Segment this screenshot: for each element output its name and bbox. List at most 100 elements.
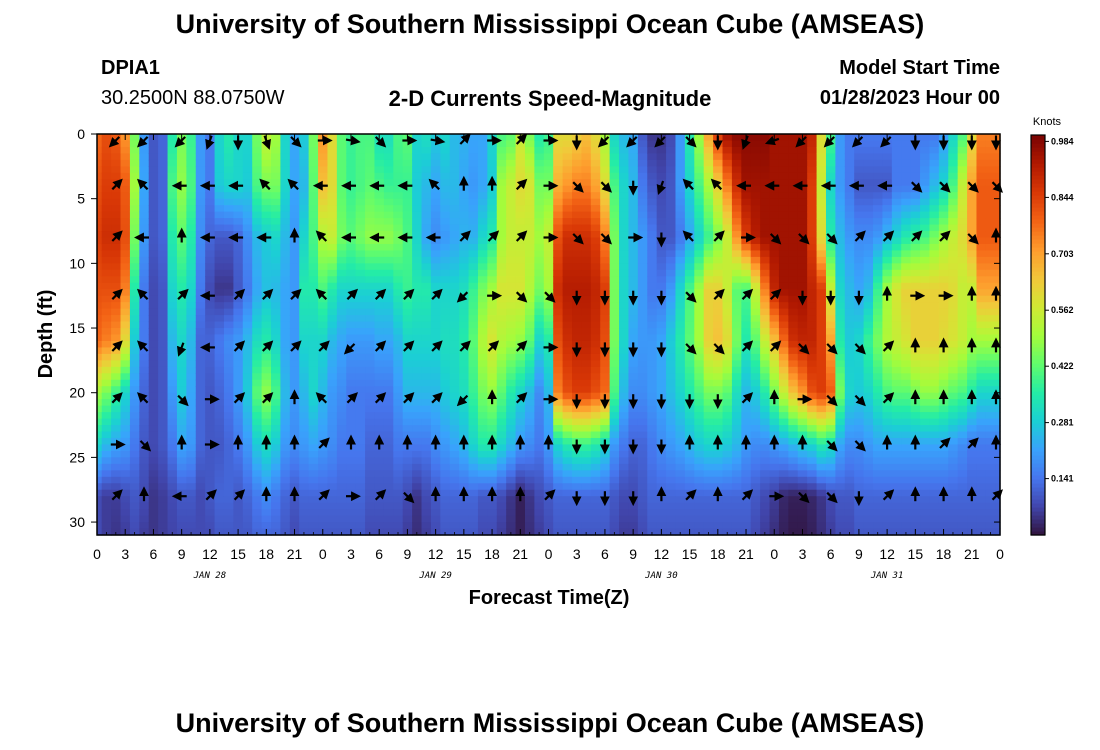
heatmap-cell xyxy=(844,276,855,284)
heatmap-cell xyxy=(261,412,272,420)
heatmap-cell xyxy=(374,470,385,478)
heatmap-cell xyxy=(637,425,648,433)
heatmap-cell xyxy=(430,224,441,232)
heatmap-cell xyxy=(242,366,253,374)
heatmap-cell xyxy=(233,386,244,394)
heatmap-cell xyxy=(797,366,808,374)
heatmap-cell xyxy=(675,146,686,155)
heatmap-cell xyxy=(468,198,479,206)
heatmap-cell xyxy=(524,134,535,142)
heatmap-cell xyxy=(214,250,225,258)
heatmap-cell xyxy=(609,237,620,245)
heatmap-cell xyxy=(647,315,658,323)
heatmap-cell xyxy=(506,522,517,530)
heatmap-cell xyxy=(440,211,451,219)
heatmap-cell xyxy=(289,425,300,433)
heatmap-cell xyxy=(553,153,564,161)
heatmap-cell xyxy=(637,289,648,297)
heatmap-cell xyxy=(741,412,752,420)
heatmap-cell xyxy=(214,399,225,407)
heatmap-cell xyxy=(97,205,103,213)
heatmap-cell xyxy=(167,366,178,374)
heatmap-cell xyxy=(195,166,206,174)
heatmap-cell xyxy=(402,431,413,439)
heatmap-cell xyxy=(374,166,385,174)
heatmap-cell xyxy=(694,185,705,193)
heatmap-cell xyxy=(703,360,714,368)
heatmap-cell xyxy=(402,269,413,277)
heatmap-cell xyxy=(233,405,244,413)
heatmap-cell xyxy=(496,179,507,187)
heatmap-cell xyxy=(609,437,620,446)
heatmap-cell xyxy=(590,250,601,258)
heatmap-cell xyxy=(430,198,441,206)
heatmap-cell xyxy=(553,172,564,180)
heatmap-cell xyxy=(393,295,404,303)
heatmap-cell xyxy=(487,198,498,206)
heatmap-cell xyxy=(628,308,639,316)
heatmap-cell xyxy=(553,218,564,226)
heatmap-cell xyxy=(807,489,818,497)
heatmap-cell xyxy=(666,224,677,232)
heatmap-cell xyxy=(242,450,253,458)
heatmap-cell xyxy=(684,185,695,193)
heatmap-cell xyxy=(647,347,658,355)
heatmap-cell xyxy=(788,392,799,400)
heatmap-cell xyxy=(515,276,526,284)
heatmap-cell xyxy=(572,269,583,277)
heatmap-cell xyxy=(713,328,724,336)
heatmap-cell xyxy=(515,321,526,329)
heatmap-cell xyxy=(412,243,423,252)
heatmap-cell xyxy=(308,463,319,471)
heatmap-cell xyxy=(807,282,818,290)
heatmap-cell xyxy=(299,282,310,290)
heatmap-cell xyxy=(694,522,705,530)
heatmap-cell xyxy=(412,146,423,155)
heatmap-cell xyxy=(289,515,300,523)
heatmap-cell xyxy=(543,379,554,387)
heatmap-cell xyxy=(722,340,733,349)
heatmap-cell xyxy=(383,302,394,310)
heatmap-cell xyxy=(609,321,620,329)
heatmap-cell xyxy=(647,425,658,433)
heatmap-cell xyxy=(139,321,150,329)
heatmap-cell xyxy=(666,463,677,471)
heatmap-cell xyxy=(346,269,357,277)
heatmap-cell xyxy=(374,457,385,465)
heatmap-cell xyxy=(468,218,479,226)
heatmap-cell xyxy=(176,463,187,471)
heatmap-cell xyxy=(97,302,103,310)
heatmap-cell xyxy=(97,522,103,530)
heatmap-cell xyxy=(675,334,686,342)
heatmap-cell xyxy=(562,334,573,342)
heatmap-cell xyxy=(468,256,479,264)
heatmap-cell xyxy=(750,243,761,252)
heatmap-cell xyxy=(769,373,780,381)
heatmap-cell xyxy=(280,431,291,439)
heatmap-cell xyxy=(214,431,225,439)
heatmap-cell xyxy=(609,328,620,336)
heatmap-cell xyxy=(844,256,855,264)
heatmap-cell xyxy=(722,334,733,342)
heatmap-cell xyxy=(233,276,244,284)
heatmap-cell xyxy=(807,386,818,394)
heatmap-cell xyxy=(769,256,780,264)
heatmap-cell xyxy=(440,418,451,426)
heatmap-cell xyxy=(844,302,855,310)
heatmap-cell xyxy=(619,308,630,316)
heatmap-cell xyxy=(750,489,761,497)
heatmap-cell xyxy=(280,483,291,491)
heatmap-cell xyxy=(393,366,404,374)
heatmap-cell xyxy=(195,315,206,323)
heatmap-cell xyxy=(195,496,206,504)
heatmap-cell xyxy=(534,211,545,219)
heatmap-cell xyxy=(619,392,630,400)
heatmap-cell xyxy=(111,302,122,310)
heatmap-cell xyxy=(778,399,789,407)
heatmap-cell xyxy=(553,509,564,517)
heatmap-cell xyxy=(619,425,630,433)
heatmap-cell xyxy=(769,179,780,187)
heatmap-cell xyxy=(506,457,517,465)
heatmap-cell xyxy=(797,172,808,180)
heatmap-cell xyxy=(675,263,686,271)
